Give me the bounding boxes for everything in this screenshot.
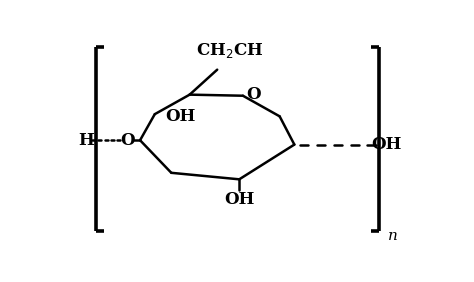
Text: OH: OH [224,191,255,208]
Text: OH: OH [371,136,401,153]
Text: CH$_2$CH: CH$_2$CH [196,41,264,60]
Text: O: O [246,86,261,103]
Text: O: O [120,132,135,149]
Text: n: n [388,229,398,243]
Text: OH: OH [165,108,196,125]
Text: H: H [78,132,93,149]
